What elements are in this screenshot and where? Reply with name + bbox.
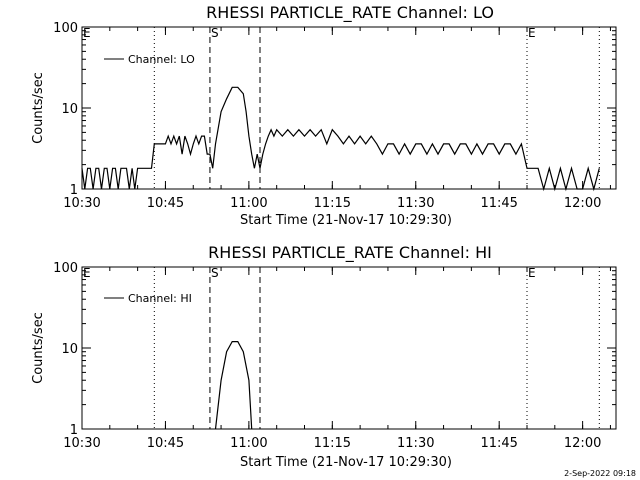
hi-x-tick-label: 10:45 — [147, 436, 184, 451]
lo-x-tick-label: 12:00 — [564, 196, 601, 211]
hi-marker-label: S — [211, 266, 219, 280]
hi-series-line — [214, 341, 253, 430]
lo-y-tick-label: 10 — [61, 102, 78, 117]
hi-chart-title: RHESSI PARTICLE_RATE Channel: HI — [208, 243, 492, 263]
lo-plot-frame — [81, 26, 617, 190]
hi-x-tick-label: 11:00 — [230, 436, 267, 451]
lo-x-tick-label: 11:30 — [397, 196, 434, 211]
lo-legend: Channel: LO — [104, 53, 195, 66]
lo-x-tick-label: 10:30 — [63, 196, 100, 211]
lo-x-tick-label: 10:45 — [147, 196, 184, 211]
lo-legend-label: Channel: LO — [128, 53, 195, 66]
hi-y-tick-label: 1 — [70, 423, 78, 438]
hi-legend: Channel: HI — [104, 292, 192, 305]
hi-marker-label: E — [83, 266, 91, 280]
hi-plot-frame — [81, 266, 617, 430]
lo-plot-area — [81, 86, 600, 192]
hi-y-tick-label: 10 — [61, 342, 78, 357]
lo-x-axis-label: Start Time (21-Nov-17 10:29:30) — [240, 213, 452, 228]
hi-x-tick-label: 11:45 — [480, 436, 517, 451]
hi-plot-area — [214, 341, 253, 430]
lo-chart-title: RHESSI PARTICLE_RATE Channel: LO — [206, 3, 494, 23]
hi-x-axis-label: Start Time (21-Nov-17 10:29:30) — [240, 455, 452, 470]
hi-y-tick-label: 100 — [53, 261, 78, 276]
lo-series-line — [81, 86, 600, 192]
footer-timestamp: 2-Sep-2022 09:18 — [564, 469, 636, 478]
hi-channel-panel: RHESSI PARTICLE_RATE Channel: HI Counts/… — [31, 243, 617, 470]
hi-y-axis-label: Counts/sec — [31, 312, 46, 384]
hi-x-tick-label: 10:30 — [63, 436, 100, 451]
lo-x-tick-label: 11:15 — [314, 196, 351, 211]
lo-ticks: 10:30 10:45 11:00 11:15 11:30 11:45 12:00 1 10 10… — [53, 21, 616, 211]
lo-y-tick-label: 100 — [53, 21, 78, 36]
hi-x-tick-label: 12:00 — [564, 436, 601, 451]
hi-x-tick-label: 11:30 — [397, 436, 434, 451]
lo-marker-label: E — [528, 26, 536, 40]
lo-y-axis-label: Counts/sec — [31, 72, 46, 144]
hi-legend-label: Channel: HI — [128, 292, 192, 305]
lo-x-tick-label: 11:45 — [480, 196, 517, 211]
hi-marker-label: E — [528, 266, 536, 280]
hi-x-tick-label: 11:15 — [314, 436, 351, 451]
lo-channel-panel: RHESSI PARTICLE_RATE Channel: LO Counts/… — [31, 3, 617, 228]
lo-y-tick-label: 1 — [70, 183, 78, 198]
lo-marker-label: S — [211, 26, 219, 40]
lo-x-tick-label: 11:00 — [230, 196, 267, 211]
hi-ticks: 10:30 10:45 11:00 11:15 11:30 11:45 12:00 1 10 10… — [53, 261, 616, 451]
lo-marker-label: E — [83, 26, 91, 40]
